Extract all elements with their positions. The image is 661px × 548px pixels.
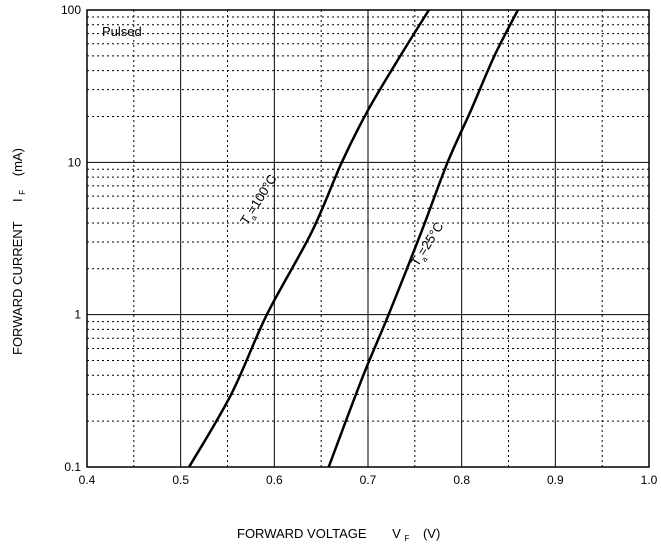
y-tick-label: 1 (74, 308, 81, 322)
x-axis-title: FORWARD VOLTAGE V F (V) (237, 526, 440, 544)
plot-border (86, 9, 650, 468)
tick-labels: 0.4 0.5 0.6 0.7 0.8 0.9 1.0 0.1 1 10 100 (61, 3, 658, 487)
y-axis-symbol-subscript: F (18, 190, 27, 195)
y-axis-unit: (mA) (10, 148, 25, 176)
x-axis-title-text: FORWARD VOLTAGE (237, 526, 367, 541)
x-axis-unit: (V) (423, 526, 440, 541)
grid (86, 9, 650, 468)
plot-frame (86, 9, 650, 468)
curve-ta-25 (327, 9, 520, 468)
x-tick-label: 0.6 (266, 473, 283, 487)
x-tick-label: 0.4 (79, 473, 96, 487)
y-axis-title-text: FORWARD CURRENT (10, 221, 25, 355)
y-tick-label: 10 (68, 155, 82, 169)
x-tick-label: 0.7 (360, 473, 377, 487)
curve-ta-100 (188, 9, 430, 468)
x-tick-label: 0.9 (547, 473, 564, 487)
curves (188, 9, 520, 468)
pulsed-annotation: Pulsed (102, 24, 142, 39)
x-axis-symbol-subscript: F (404, 534, 409, 543)
x-tick-label: 1.0 (641, 473, 658, 487)
curve-label-subscript: a (419, 255, 429, 264)
curve-label-ta-25: Ta=25°C (408, 219, 449, 270)
x-tick-label: 0.5 (172, 473, 189, 487)
y-tick-label: 100 (61, 3, 81, 17)
y-tick-label: 0.1 (64, 460, 81, 474)
x-axis-symbol: V (392, 526, 401, 541)
y-axis-title: FORWARD CURRENT I F (mA) (10, 148, 28, 355)
curve-label-subscript: a (249, 213, 259, 222)
x-tick-label: 0.8 (453, 473, 470, 487)
curve-label-ta-100: Ta=100°C (237, 172, 282, 229)
y-axis-symbol: I (10, 198, 25, 202)
